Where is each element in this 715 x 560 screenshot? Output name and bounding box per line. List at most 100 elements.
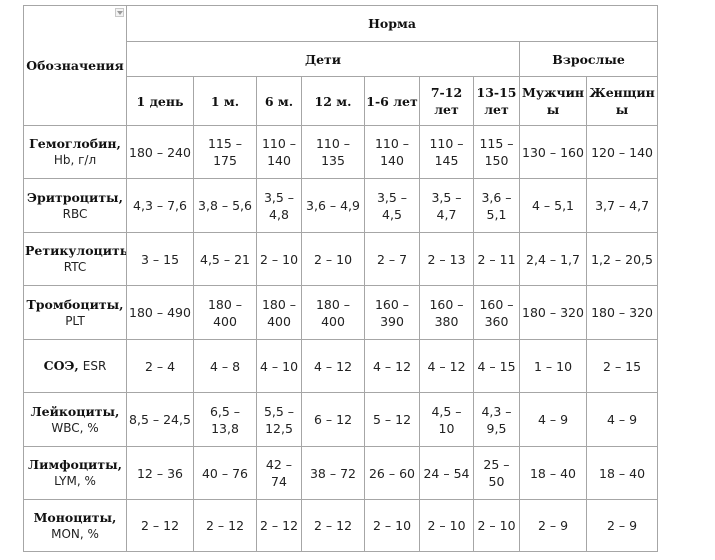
value-text: 2 – 9 (606, 518, 638, 533)
table-row: Лейкоциты, WBC, % 8,5 – 24,5 6,5 –13,8 5,5 –… (23, 392, 659, 447)
corner-label: Обозначения (26, 58, 124, 73)
value-text: 180 – 240 (129, 144, 191, 160)
value-cell: 2 – 10 (301, 232, 365, 286)
value-text: 2 – 12 (259, 518, 299, 533)
value-cell: 180 – 320 (519, 285, 587, 340)
value-text: 3,7 – 4,7 (595, 198, 650, 213)
indicator-abbreviation: MON, % (51, 526, 99, 541)
value-cell: 115 – 150 (473, 125, 520, 179)
age-column-label: 7-12 (430, 85, 463, 100)
indicator-name: Эритроциты, (27, 189, 123, 205)
row-label: Тромбоциты, PLT (23, 285, 127, 340)
value-cell: 2 – 15 (585, 339, 659, 393)
value-cell: 130 – 160 (519, 125, 587, 179)
value-cell: 38 – 72 (301, 446, 365, 500)
value-text: 2 – 10 (259, 251, 299, 267)
value-text: 110 – (315, 136, 351, 151)
header-children: Дети (126, 41, 520, 77)
value-cell: 180 –400 (256, 285, 302, 340)
age-column-header: Мужчин ы (519, 76, 587, 126)
value-text: 180 – (261, 296, 297, 312)
value-cell: 2 – 4 (126, 339, 194, 393)
value-text: 2 – 10 (477, 518, 516, 533)
value-cell: 180 –400 (301, 285, 365, 340)
value-text: 1,2 – 20,5 (591, 251, 653, 267)
indicator-name: Гемоглобин, (29, 136, 121, 151)
value-cell: 180 – 240 (126, 125, 194, 179)
value-text: 4,5 – (431, 403, 462, 419)
filter-dropdown-icon[interactable] (115, 8, 124, 17)
value-cell: 3 – 15 (126, 232, 194, 286)
value-cell: 3,5 –4,7 (419, 178, 474, 233)
row-label: Эритроциты, RBC (23, 178, 127, 233)
value-cell: 24 – 54 (419, 446, 474, 500)
table-row: Гемоглобин, Hb, г/л 180 – 240 115 – 175 110 –… (23, 125, 659, 179)
value-text: 4 – 12 (372, 358, 412, 374)
value-cell: 2 – 10 (473, 499, 520, 552)
age-column-label: 1-6 лет (366, 93, 418, 109)
age-column-label: лет (484, 102, 509, 117)
value-cell: 6,5 –13,8 (193, 392, 257, 447)
value-text: 140 (380, 153, 404, 168)
value-text: 4,3 – (481, 403, 512, 419)
header-adults: Взрослые (518, 41, 659, 77)
value-text: 3 – 15 (140, 251, 180, 267)
value-text: 2 – 12 (205, 518, 245, 533)
indicator-name: Лейкоциты, (30, 403, 120, 419)
value-text: 390 (380, 313, 404, 329)
value-cell: 26 – 60 (364, 446, 420, 500)
value-cell: 160 –390 (364, 285, 420, 340)
value-text: 2 – 12 (313, 518, 353, 533)
value-cell: 8,5 – 24,5 (126, 392, 194, 447)
value-text: 40 – 76 (201, 465, 248, 481)
age-column-label: лет (434, 102, 459, 117)
value-text: 2 – 15 (603, 358, 642, 374)
value-text: 2 – 9 (537, 518, 569, 533)
value-text: 6,5 – (209, 403, 241, 419)
row-label: Лейкоциты, WBC, % (23, 392, 127, 447)
value-text: 2 – 7 (376, 251, 408, 267)
value-text: 2 – 4 (144, 358, 176, 374)
value-cell: 2,4 – 1,7 (519, 232, 587, 286)
age-column-header: 1-6 лет (364, 76, 420, 126)
indicator-abbreviation: ESR (82, 359, 107, 373)
value-text: 18 – 40 (599, 465, 646, 481)
value-cell: 2 – 10 (419, 499, 474, 552)
row-label: Ретикулоциты, RTC (23, 232, 127, 286)
value-text: 18 – 40 (529, 465, 576, 481)
value-text: 4,7 (436, 206, 457, 222)
age-column-header: 13-15 лет (473, 76, 520, 126)
value-text: 180 – 490 (129, 305, 191, 320)
value-cell: 3,5 –4,8 (256, 178, 302, 233)
value-text: 120 – 140 (591, 144, 653, 160)
value-text: 2,4 – 1,7 (526, 251, 580, 267)
value-cell: 3,5 – 4,5 (364, 178, 420, 233)
value-cell: 5 – 12 (364, 392, 420, 447)
value-cell: 4,5 –10 (419, 392, 474, 447)
value-text: 4 – 8 (209, 358, 241, 374)
age-column-label: 1 м. (210, 93, 240, 109)
value-text: 115 – (207, 136, 243, 151)
value-cell: 6 – 12 (301, 392, 365, 447)
header-norm: Норма (125, 5, 659, 42)
age-column-label: 1 день (136, 93, 184, 109)
value-cell: 2 – 11 (473, 232, 520, 286)
value-text: 3,5 – (263, 189, 295, 205)
age-column-label: Женщин (589, 85, 655, 100)
value-text: 110 – (429, 136, 464, 151)
value-text: 380 (434, 313, 459, 329)
value-text: 400 (267, 313, 291, 329)
value-cell: 160 –360 (473, 285, 520, 340)
value-text: 135 (321, 153, 345, 168)
value-cell: 4 – 9 (519, 392, 587, 447)
value-text: 180 – 320 (522, 305, 584, 320)
value-cell: 2 – 9 (519, 499, 587, 552)
value-text: 4,3 – 7,6 (133, 198, 187, 213)
indicator-abbreviation: PLT (65, 313, 85, 328)
value-text: 2 – 13 (427, 251, 466, 267)
age-column-header: 7-12 лет (419, 76, 474, 126)
table-row: Ретикулоциты, RTC 3 – 15 4,5 – 21 2 – 10 2 – … (23, 232, 659, 286)
value-text: 12,5 (265, 420, 293, 436)
value-text: 50 (488, 474, 505, 489)
value-text: 3,6 – 4,9 (306, 198, 360, 213)
